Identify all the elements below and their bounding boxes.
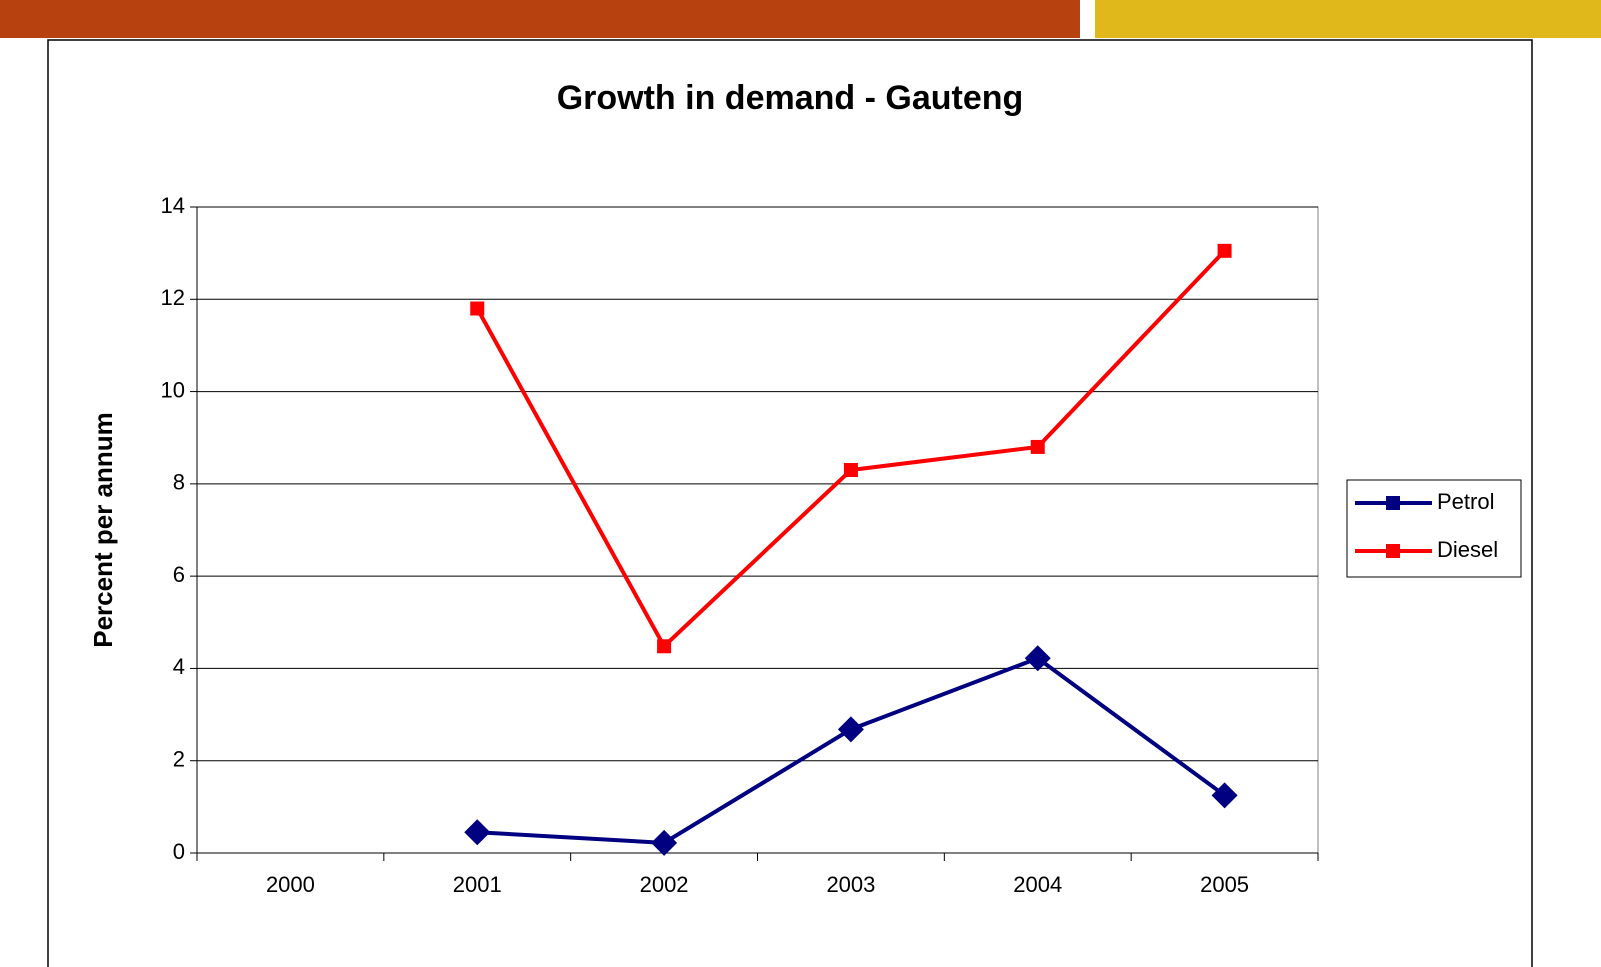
legend: Petrol Diesel xyxy=(1346,479,1522,578)
legend-box xyxy=(1346,479,1522,578)
y-tick-label: 12 xyxy=(161,285,185,310)
x-tick-label: 2004 xyxy=(1013,872,1062,897)
y-tick-label: 6 xyxy=(173,562,185,587)
banner-right xyxy=(1095,0,1601,38)
x-tick-label: 2005 xyxy=(1200,872,1249,897)
marker xyxy=(1386,544,1400,558)
x-tick-label: 2003 xyxy=(826,872,875,897)
marker xyxy=(837,716,864,743)
legend-label: Petrol xyxy=(1437,489,1494,514)
x-tick-label: 2001 xyxy=(453,872,502,897)
y-tick-label: 8 xyxy=(173,470,185,495)
marker xyxy=(1386,496,1400,510)
y-axis-label: Percent per annum xyxy=(88,412,118,648)
marker xyxy=(470,301,485,316)
marker xyxy=(1030,439,1045,454)
marker xyxy=(1211,782,1238,809)
marker xyxy=(1217,243,1232,258)
marker xyxy=(843,463,858,478)
chart-frame xyxy=(47,39,1533,967)
marker xyxy=(1024,645,1051,672)
y-tick-label: 14 xyxy=(161,193,185,218)
x-tick-label: 2000 xyxy=(266,872,315,897)
banner-left xyxy=(0,0,1080,38)
y-tick-label: 10 xyxy=(161,377,185,402)
y-tick-label: 2 xyxy=(173,747,185,772)
x-tick-label: 2002 xyxy=(640,872,689,897)
marker xyxy=(464,819,491,846)
marker xyxy=(657,639,672,654)
legend-label: Diesel xyxy=(1437,537,1498,562)
y-tick-label: 0 xyxy=(173,839,185,864)
marker xyxy=(651,829,678,856)
y-tick-label: 4 xyxy=(173,654,185,679)
chart-title: Growth in demand - Gauteng xyxy=(557,79,1024,117)
